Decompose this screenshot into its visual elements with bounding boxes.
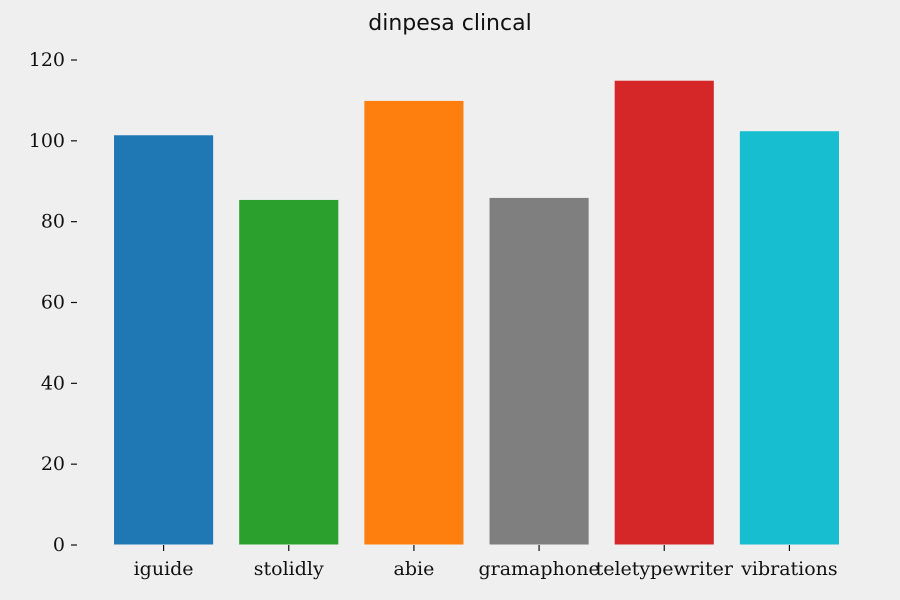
y-tick-label: 40 [41,372,65,394]
y-axis: 0 20 40 60 80 100 120 [29,49,77,556]
x-axis: iguide stolidly abie gramaphoneteletypewrit… [134,545,838,580]
bar-stolidly [238,198,340,546]
y-tick-label: 0 [53,534,65,556]
x-tick-label: abie [394,558,435,580]
x-tick-label: vibrations [740,558,838,580]
y-tick-label: 100 [29,130,65,152]
bar-gramaphone [488,196,590,546]
bar-vibrations [738,130,840,546]
bar-iguide [113,134,215,546]
y-tick-label: 120 [29,49,65,71]
x-tick-label: gramaphone [478,558,599,580]
chart-title: dinpesa clincal [368,11,531,36]
x-tick-label: teletypewriter [596,558,734,580]
y-tick-label: 60 [41,292,65,314]
x-tick-label: stolidly [254,558,324,580]
y-tick-label: 80 [41,211,65,233]
y-tick-label: 20 [41,453,65,475]
bars-layer [113,79,840,546]
bar-abie [363,99,465,546]
bar-teletypewriter [613,79,715,546]
x-tick-label: iguide [134,558,194,580]
